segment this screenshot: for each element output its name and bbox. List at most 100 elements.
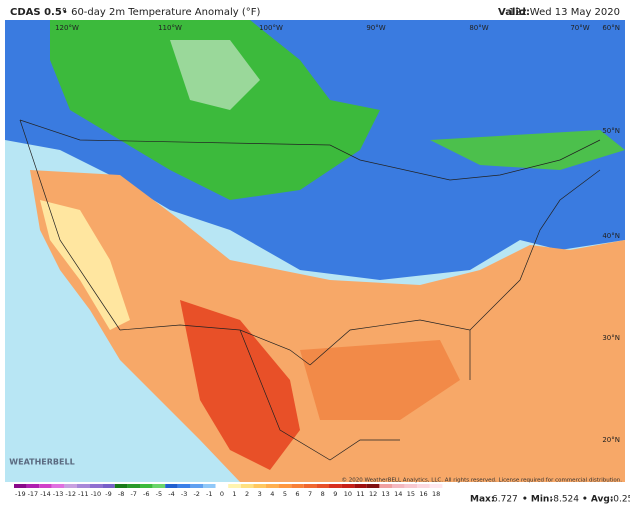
colorbar-label: -4 (168, 490, 174, 498)
longitude-label: 90°W (366, 24, 385, 32)
colorbar-swatch (278, 484, 292, 488)
longitude-label: 100°W (259, 24, 283, 32)
colorbar-swatch (64, 484, 77, 488)
colorbar-swatch (253, 484, 266, 488)
colorbar-swatch (190, 484, 203, 488)
colorbar-swatch (114, 484, 128, 488)
colorbar-label: 0 (220, 490, 224, 498)
colorbar-label: -7 (130, 490, 136, 498)
borders (19, 119, 601, 461)
map-field (5, 20, 625, 482)
light-green-anomaly (170, 40, 260, 110)
colorbar-label: -17 (28, 490, 39, 498)
colorbar-swatch (366, 484, 380, 488)
description: • 60-day 2m Temperature Anomaly (°F) (62, 7, 260, 18)
colorbar-swatch (291, 484, 304, 488)
colorbar-swatch (303, 484, 317, 488)
colorbar-label: 12 (369, 490, 377, 498)
colorbar-label: 1 (232, 490, 236, 498)
hot-anomaly (180, 300, 300, 470)
min-label: • Min: (522, 495, 553, 505)
colorbar-label: -13 (53, 490, 64, 498)
colorbar-swatch (89, 484, 103, 488)
latitude-label: 20°N (602, 436, 620, 444)
colorbar-swatch (392, 484, 405, 488)
colorbar-label: -2 (193, 490, 199, 498)
colorbar-label: 9 (333, 490, 337, 498)
max-value: 6.727 (492, 495, 518, 505)
colorbar-swatch (354, 484, 367, 488)
colorbar-label: -14 (40, 490, 51, 498)
colorbar-label: 15 (407, 490, 415, 498)
coast-anomaly (40, 200, 130, 330)
colorbar-swatch (266, 484, 279, 488)
colorbar-swatch (215, 484, 229, 488)
gulf-anomaly (300, 340, 460, 420)
colorbar-label: 5 (283, 490, 287, 498)
colorbar-swatch (51, 484, 65, 488)
colorbar-label: -11 (78, 490, 89, 498)
colorbar-label: -6 (143, 490, 149, 498)
colorbar-label: 16 (419, 490, 427, 498)
colorbar-swatch (14, 484, 27, 488)
latitude-label: 30°N (602, 334, 620, 342)
warm-anomaly (30, 170, 625, 482)
copyright: © 2020 WeatherBELL Analytics, LLC. All r… (342, 477, 623, 484)
colorbar-label: -10 (91, 490, 102, 498)
colorbar-swatch (417, 484, 430, 488)
colorbar-swatch (26, 484, 40, 488)
colorbar-label: -12 (65, 490, 76, 498)
colorbar-swatch (127, 484, 140, 488)
longitude-label: 70°W (570, 24, 589, 32)
colorbar-label: 4 (270, 490, 274, 498)
min-value: -8.524 (550, 495, 579, 505)
colorbar-swatch (316, 484, 329, 488)
colorbar-label: 11 (356, 490, 364, 498)
colorbar-label: -1 (206, 490, 212, 498)
colorbar-swatch (379, 484, 392, 488)
colorbar-label: -5 (156, 490, 162, 498)
colorbar-swatch (140, 484, 153, 488)
colorbar-swatch (341, 484, 355, 488)
colorbar-swatch (152, 484, 166, 488)
colorbar-swatch (240, 484, 254, 488)
colorbar-swatch (77, 484, 90, 488)
colorbar-swatch (404, 484, 418, 488)
colorbar-label: 14 (394, 490, 402, 498)
colorbar-swatch (329, 484, 342, 488)
colorbar-label: 3 (258, 490, 262, 498)
colorbar-swatch (203, 484, 216, 488)
colorbar-label: -3 (181, 490, 187, 498)
max-label: Max: (470, 495, 494, 505)
green-anomaly (50, 20, 380, 200)
longitude-label: 80°W (469, 24, 488, 32)
colorbar-label: 6 (295, 490, 299, 498)
colorbar-swatch (429, 484, 443, 488)
colorbar-swatch (102, 484, 115, 488)
longitude-label: 120°W (55, 24, 79, 32)
logo: WEATHERBELL (9, 458, 74, 467)
colorbar-swatch (165, 484, 178, 488)
colorbar-label: 2 (245, 490, 249, 498)
colorbar-label: 13 (382, 490, 390, 498)
avg-value: -0.254 (610, 495, 630, 505)
latitude-label: 40°N (602, 232, 620, 240)
colorbar-label: -8 (118, 490, 124, 498)
colorbar-label: -19 (15, 490, 26, 498)
colorbar-label: -9 (105, 490, 111, 498)
longitude-label: 110°W (158, 24, 182, 32)
colorbar-label: 18 (432, 490, 440, 498)
model-name: CDAS 0.5° (10, 7, 67, 18)
colorbar-label: 8 (321, 490, 325, 498)
green-anomaly-east (430, 130, 625, 170)
colorbar-swatch (177, 484, 191, 488)
colorbar-swatch (39, 484, 52, 488)
colorbar-swatch (228, 484, 241, 488)
latitude-label: 50°N (602, 127, 620, 135)
colorbar-label: 10 (344, 490, 352, 498)
valid-label: Valid: (498, 7, 530, 18)
colorbar-label: 7 (308, 490, 312, 498)
latitude-label: 60°N (602, 24, 620, 32)
